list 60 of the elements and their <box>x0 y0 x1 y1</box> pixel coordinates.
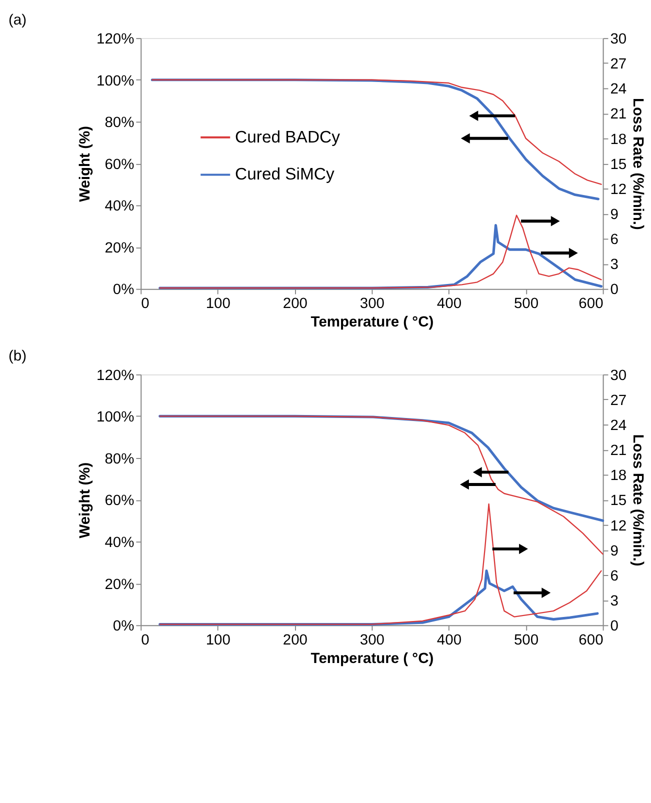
x-tick-label: 400 <box>436 632 462 648</box>
x-tick-label: 200 <box>282 296 308 312</box>
y2-tick-label: 24 <box>610 82 627 98</box>
y-axis-title: Weight (%) <box>78 462 94 538</box>
y-tick-label: 0% <box>112 618 134 635</box>
y-tick-label: 80% <box>104 451 134 468</box>
y2-axis-title: Loss Rate (%/min.) <box>629 434 646 566</box>
x-tick-label: 200 <box>282 632 308 648</box>
y-tick-label: 80% <box>104 115 134 132</box>
x-tick-label: 300 <box>360 296 385 312</box>
legend-label: Cured BADCy <box>235 127 341 146</box>
y2-tick-label: 30 <box>610 368 627 384</box>
y-tick-label: 100% <box>96 73 134 90</box>
y2-tick-label: 12 <box>610 518 627 534</box>
x-axis-title: Temperature ( °C) <box>310 314 434 331</box>
y2-tick-label: 3 <box>610 593 618 610</box>
x-tick-label: 600 <box>578 632 604 648</box>
x-tick-label: 300 <box>360 632 385 648</box>
y-tick-label: 100% <box>96 410 134 426</box>
y2-tick-label: 18 <box>610 132 627 148</box>
y2-tick-label: 9 <box>610 207 618 224</box>
y2-tick-label: 0 <box>610 282 618 298</box>
x-axis-title: Temperature ( °C) <box>310 651 434 668</box>
x-tick-label: 500 <box>514 296 539 312</box>
y2-tick-label: 27 <box>610 392 627 409</box>
x-tick-label: 0 <box>141 632 150 648</box>
x-tick-label: 100 <box>206 632 230 648</box>
y-axis-title: Weight (%) <box>78 126 94 202</box>
y-tick-label: 40% <box>104 534 134 551</box>
y-tick-label: 60% <box>104 156 134 173</box>
y2-tick-label: 24 <box>610 418 627 434</box>
y2-tick-label: 12 <box>610 182 627 198</box>
y-tick-label: 20% <box>104 576 134 593</box>
y-tick-label: 40% <box>104 198 134 215</box>
x-tick-label: 400 <box>436 296 462 312</box>
y-tick-label: 120% <box>96 368 134 384</box>
text: (b) <box>8 348 27 365</box>
y-tick-label: 20% <box>104 240 134 256</box>
y2-tick-label: 6 <box>610 568 618 584</box>
y-tick-label: 0% <box>112 282 134 298</box>
y2-axis-title: Loss Rate (%/min.) <box>629 98 646 230</box>
text: (a) <box>8 12 27 28</box>
legend-label: Cured SiMCy <box>235 164 335 184</box>
y2-tick-label: 27 <box>610 56 627 73</box>
x-tick-label: 100 <box>206 296 230 312</box>
y-tick-label: 60% <box>104 493 134 510</box>
y2-tick-label: 21 <box>610 106 627 123</box>
x-tick-label: 600 <box>578 296 604 312</box>
y2-tick-label: 3 <box>610 257 618 274</box>
y2-tick-label: 30 <box>610 31 627 48</box>
x-tick-label: 500 <box>514 632 539 648</box>
y2-tick-label: 15 <box>610 156 627 173</box>
y2-tick-label: 9 <box>610 543 618 560</box>
y2-tick-label: 18 <box>610 468 627 484</box>
y2-tick-label: 0 <box>610 618 618 635</box>
y2-tick-label: 15 <box>610 493 627 510</box>
y-tick-label: 120% <box>96 31 134 48</box>
y2-tick-label: 6 <box>610 232 618 248</box>
y2-tick-label: 21 <box>610 443 627 460</box>
x-tick-label: 0 <box>141 296 150 312</box>
